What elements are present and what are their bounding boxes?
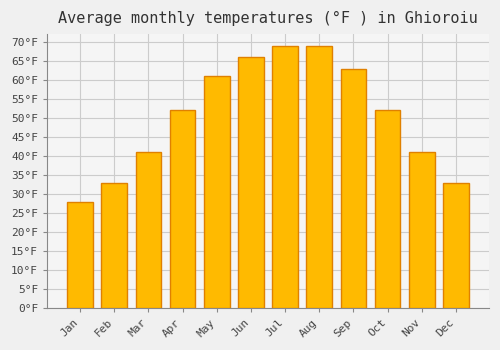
Bar: [443, 183, 469, 308]
Bar: [102, 183, 127, 308]
Bar: [375, 110, 400, 308]
Bar: [204, 76, 230, 308]
Bar: [67, 202, 93, 308]
Bar: [238, 57, 264, 308]
Bar: [272, 46, 298, 308]
Bar: [306, 46, 332, 308]
Bar: [409, 152, 434, 308]
Bar: [136, 152, 161, 308]
Bar: [170, 110, 196, 308]
Bar: [340, 69, 366, 308]
Title: Average monthly temperatures (°F ) in Ghioroiu: Average monthly temperatures (°F ) in Gh…: [58, 11, 478, 26]
